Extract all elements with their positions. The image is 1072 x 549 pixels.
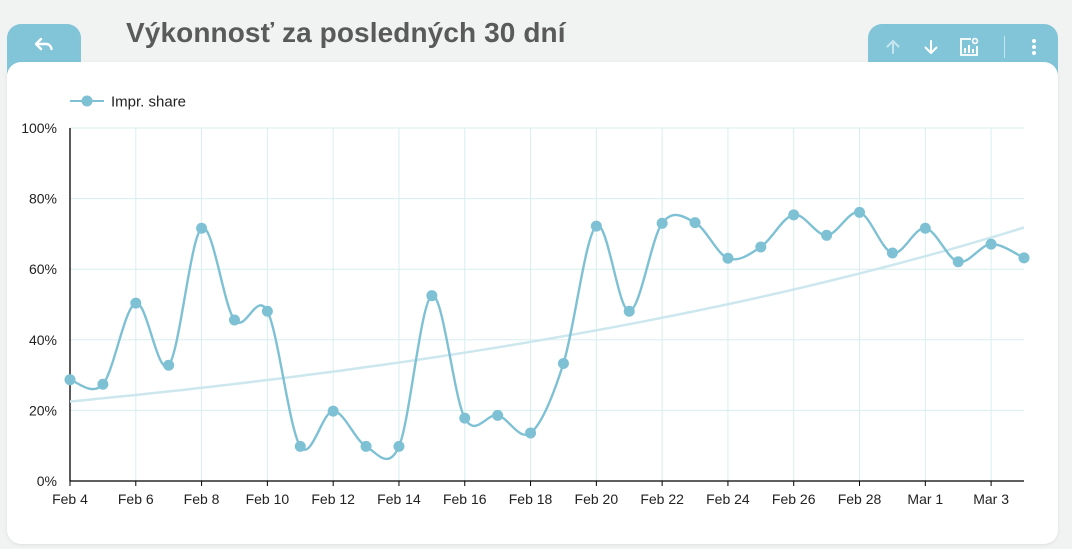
more-options-button[interactable] [1021, 34, 1047, 60]
more-vertical-icon [1032, 39, 1036, 55]
toolbar-divider [1004, 36, 1005, 58]
chart-card [7, 62, 1058, 544]
chart-settings-icon [960, 37, 979, 56]
arrow-down-icon [924, 40, 938, 54]
chart-settings-button[interactable] [956, 34, 982, 60]
undo-arrow-icon [34, 37, 53, 51]
arrow-up-icon [886, 40, 900, 54]
move-up-button[interactable] [880, 34, 906, 60]
move-down-button[interactable] [918, 34, 944, 60]
page-title: Výkonnosť za posledných 30 dní [126, 17, 566, 48]
